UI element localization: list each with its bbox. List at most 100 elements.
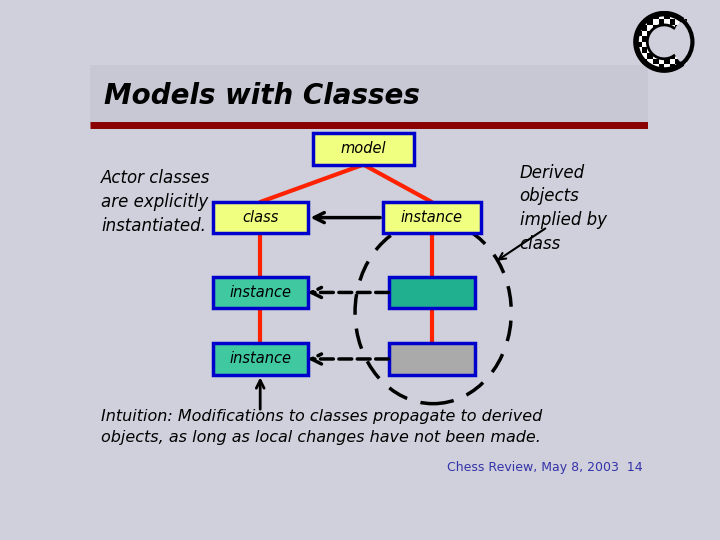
Bar bbox=[670, 14, 675, 19]
Bar bbox=[653, 31, 659, 36]
Bar bbox=[665, 42, 670, 48]
Bar bbox=[653, 42, 659, 48]
FancyBboxPatch shape bbox=[213, 343, 307, 375]
Bar bbox=[659, 14, 665, 19]
Bar bbox=[665, 36, 670, 42]
Bar bbox=[687, 48, 693, 53]
Bar bbox=[642, 36, 647, 42]
Bar bbox=[653, 53, 659, 59]
Bar bbox=[647, 25, 653, 31]
Bar bbox=[636, 36, 642, 42]
Bar bbox=[653, 48, 659, 53]
Bar bbox=[659, 59, 665, 64]
Bar bbox=[670, 25, 675, 31]
Bar bbox=[670, 59, 675, 64]
Bar bbox=[642, 19, 647, 25]
Bar bbox=[642, 48, 647, 53]
Bar bbox=[647, 31, 653, 36]
Bar bbox=[636, 42, 642, 48]
Bar bbox=[675, 36, 681, 42]
Bar bbox=[670, 64, 675, 70]
Bar bbox=[647, 42, 653, 48]
Bar bbox=[647, 59, 653, 64]
Bar bbox=[681, 19, 687, 25]
FancyBboxPatch shape bbox=[389, 277, 475, 308]
Bar bbox=[665, 14, 670, 19]
Bar bbox=[659, 64, 665, 70]
Bar bbox=[681, 48, 687, 53]
Text: instance: instance bbox=[401, 210, 463, 225]
Wedge shape bbox=[665, 19, 694, 65]
Circle shape bbox=[636, 14, 693, 70]
Bar bbox=[659, 53, 665, 59]
Bar bbox=[675, 19, 681, 25]
Bar bbox=[653, 36, 659, 42]
Bar bbox=[659, 48, 665, 53]
Bar bbox=[653, 19, 659, 25]
Bar bbox=[653, 25, 659, 31]
Text: class: class bbox=[242, 210, 279, 225]
Bar bbox=[647, 19, 653, 25]
Bar bbox=[636, 48, 642, 53]
Bar bbox=[659, 42, 665, 48]
Bar bbox=[665, 59, 670, 64]
Text: Chess Review, May 8, 2003  14: Chess Review, May 8, 2003 14 bbox=[447, 461, 642, 474]
Bar bbox=[675, 59, 681, 64]
Bar bbox=[675, 48, 681, 53]
Text: model: model bbox=[341, 141, 386, 157]
Bar bbox=[653, 14, 659, 19]
Text: Intuition: Modifications to classes propagate to derived
objects, as long as loc: Intuition: Modifications to classes prop… bbox=[101, 409, 542, 444]
Bar bbox=[659, 36, 665, 42]
Text: Derived
objects
implied by
class: Derived objects implied by class bbox=[520, 164, 607, 253]
Bar bbox=[681, 42, 687, 48]
Bar bbox=[670, 31, 675, 36]
Bar bbox=[670, 53, 675, 59]
Bar bbox=[653, 59, 659, 64]
Bar bbox=[642, 59, 647, 64]
Bar bbox=[687, 36, 693, 42]
Text: instance: instance bbox=[229, 285, 291, 300]
Bar bbox=[681, 59, 687, 64]
Bar bbox=[670, 42, 675, 48]
Bar bbox=[642, 31, 647, 36]
Bar bbox=[687, 31, 693, 36]
Bar bbox=[687, 42, 693, 48]
Bar bbox=[642, 53, 647, 59]
Bar bbox=[670, 19, 675, 25]
Bar bbox=[681, 53, 687, 59]
Bar bbox=[670, 48, 675, 53]
Bar bbox=[90, 65, 648, 125]
Bar bbox=[647, 53, 653, 59]
Text: Actor classes
are explicitly
instantiated.: Actor classes are explicitly instantiate… bbox=[101, 170, 210, 234]
Text: Models with Classes: Models with Classes bbox=[104, 82, 420, 110]
Bar bbox=[647, 36, 653, 42]
Bar bbox=[675, 42, 681, 48]
Bar bbox=[642, 25, 647, 31]
Bar bbox=[642, 42, 647, 48]
FancyBboxPatch shape bbox=[389, 343, 475, 375]
Bar bbox=[675, 25, 681, 31]
FancyBboxPatch shape bbox=[383, 202, 481, 233]
Bar bbox=[681, 31, 687, 36]
Bar bbox=[665, 48, 670, 53]
Bar bbox=[636, 31, 642, 36]
Bar bbox=[659, 31, 665, 36]
Bar bbox=[675, 31, 681, 36]
Bar bbox=[665, 53, 670, 59]
Bar bbox=[665, 25, 670, 31]
FancyBboxPatch shape bbox=[213, 277, 307, 308]
Bar bbox=[659, 19, 665, 25]
Text: instance: instance bbox=[229, 352, 291, 367]
Bar bbox=[670, 36, 675, 42]
FancyBboxPatch shape bbox=[213, 202, 307, 233]
Bar bbox=[681, 25, 687, 31]
Bar bbox=[681, 36, 687, 42]
Bar bbox=[659, 25, 665, 31]
Bar bbox=[647, 48, 653, 53]
Circle shape bbox=[647, 25, 681, 59]
Bar bbox=[675, 53, 681, 59]
Bar bbox=[665, 64, 670, 70]
Bar bbox=[653, 64, 659, 70]
FancyBboxPatch shape bbox=[313, 133, 414, 165]
Bar bbox=[665, 31, 670, 36]
